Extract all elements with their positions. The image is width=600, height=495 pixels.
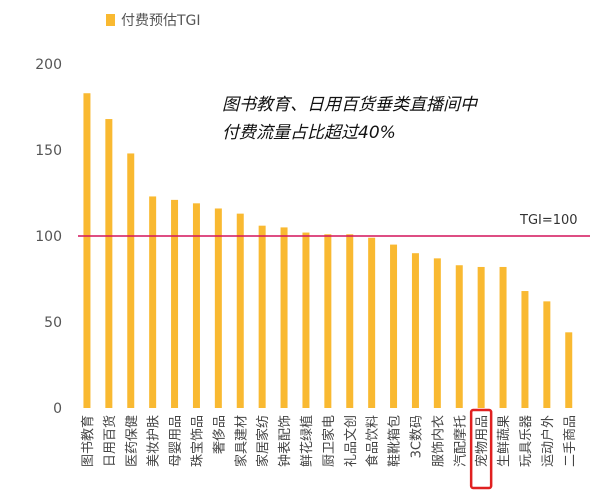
bar bbox=[127, 153, 135, 408]
legend: 付费预估TGI bbox=[106, 13, 201, 29]
x-category-label: 食品饮料 bbox=[365, 415, 381, 467]
x-category-label: 3C数码 bbox=[409, 415, 424, 458]
x-category-label: 家具建材 bbox=[233, 415, 249, 467]
x-category-label: 鞋靴箱包 bbox=[387, 415, 403, 467]
legend-swatch bbox=[106, 14, 115, 26]
x-category-label: 鲜花绿植 bbox=[299, 415, 315, 467]
x-category-label: 厨卫家电 bbox=[321, 415, 337, 467]
bar bbox=[214, 208, 222, 408]
y-tick-label: 150 bbox=[35, 143, 62, 159]
x-category-label: 服饰内衣 bbox=[430, 415, 446, 467]
x-category-label: 生鲜蔬果 bbox=[497, 415, 512, 467]
x-category-label: 医药保健 bbox=[125, 415, 140, 467]
bar bbox=[149, 196, 157, 408]
x-category-label: 汽配摩托 bbox=[452, 415, 468, 467]
y-tick-label: 0 bbox=[53, 401, 62, 417]
bar bbox=[477, 266, 485, 408]
x-category-label: 家居家纺 bbox=[255, 415, 271, 467]
bar bbox=[324, 234, 332, 408]
x-category-label: 图书教育 bbox=[80, 415, 96, 467]
highlight-box bbox=[469, 408, 493, 490]
x-category-label: 玩具乐器 bbox=[519, 415, 534, 467]
y-tick-label: 200 bbox=[35, 57, 62, 73]
bars bbox=[83, 93, 573, 409]
bar bbox=[521, 291, 529, 408]
bar bbox=[455, 265, 463, 408]
x-category-label: 珠宝饰品 bbox=[190, 415, 205, 467]
bar bbox=[390, 244, 398, 408]
x-axis-labels: 图书教育 日用百货 医药保健 美妆护肤 母婴用品 珠宝饰品 奢侈品 家具建材 家居家纺 钟表配饰鲜… bbox=[80, 415, 578, 467]
annotation-line-1: 图书教育、日用百货垂类直播间中 bbox=[222, 95, 479, 115]
bar bbox=[433, 258, 441, 408]
bar bbox=[258, 225, 266, 408]
bar bbox=[105, 119, 113, 408]
x-category-label: 二手商品 bbox=[563, 415, 578, 467]
x-category-label: 运动户外 bbox=[540, 415, 556, 467]
bar bbox=[565, 332, 573, 408]
bar bbox=[171, 199, 179, 408]
x-category-label: 母婴用品 bbox=[169, 415, 184, 467]
annotation-line-2: 付费流量占比超过40% bbox=[222, 123, 396, 143]
bar bbox=[83, 93, 91, 409]
x-category-label: 宠物用品 bbox=[474, 415, 490, 467]
x-category-label: 奢侈品 bbox=[212, 415, 227, 454]
bar bbox=[411, 253, 419, 408]
x-category-label: 钟表配饰 bbox=[277, 415, 293, 467]
bar bbox=[499, 266, 507, 408]
reference-line-label: TGI=100 bbox=[519, 213, 578, 228]
bar bbox=[302, 232, 310, 408]
y-tick-label: 100 bbox=[35, 229, 62, 245]
bar bbox=[346, 234, 354, 408]
bar bbox=[192, 203, 200, 408]
y-tick-label: 50 bbox=[44, 315, 62, 331]
bar bbox=[368, 237, 376, 408]
x-category-label: 美妆护肤 bbox=[147, 415, 162, 467]
x-category-label: 日用百货 bbox=[102, 415, 118, 467]
bar bbox=[236, 213, 244, 408]
annotation: 图书教育、日用百货垂类直播间中 付费流量占比超过40% bbox=[222, 95, 479, 143]
x-category-label: 礼品文创 bbox=[343, 415, 359, 467]
y-axis-ticks: 0 50 100 150 200 bbox=[35, 57, 62, 417]
legend-label: 付费预估TGI bbox=[121, 13, 201, 29]
bar bbox=[543, 301, 551, 408]
bar bbox=[280, 227, 288, 408]
